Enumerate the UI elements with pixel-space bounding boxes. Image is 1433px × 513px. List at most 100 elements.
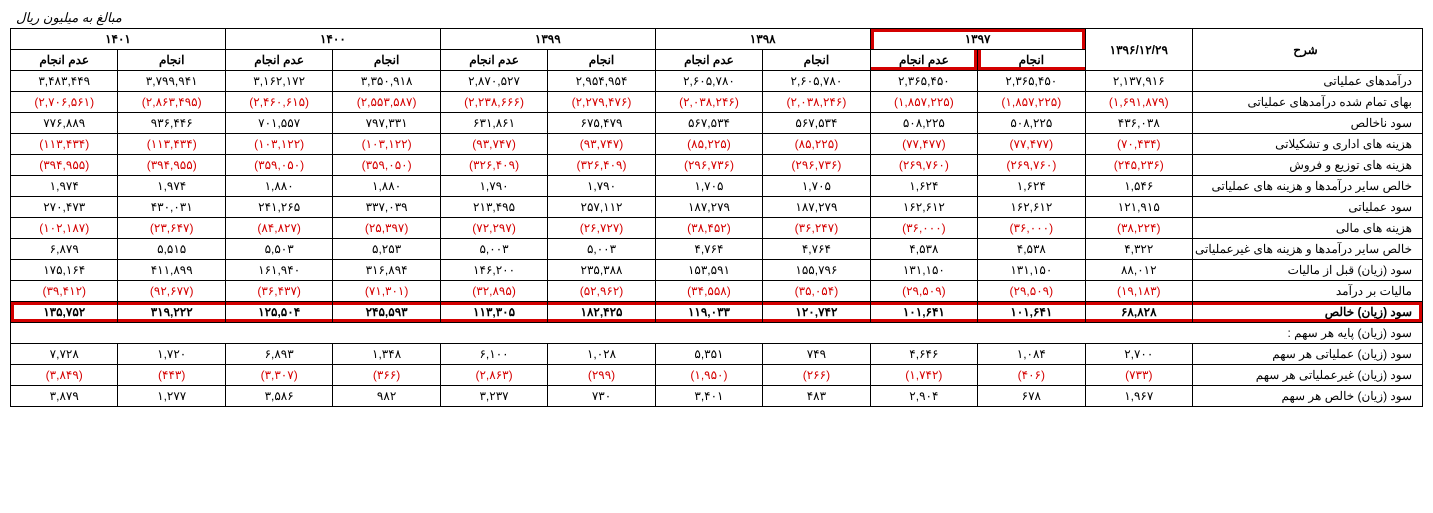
- table-row: سود (زیان) پایه هر سهم :: [11, 323, 1423, 344]
- cell-value: ۳,۲۳۷: [440, 386, 547, 407]
- cell-value: ۱۰۱,۶۴۱: [870, 302, 977, 323]
- cell-value: (۱,۷۴۲): [870, 365, 977, 386]
- col-not-done: عدم انجام: [11, 50, 118, 71]
- cell-value: (۷۲,۲۹۷): [440, 218, 547, 239]
- cell-value: ۵۶۷,۵۳۴: [763, 113, 870, 134]
- cell-value: ۲,۹۰۴: [870, 386, 977, 407]
- cell-value: ۵,۵۱۵: [118, 239, 225, 260]
- row-label: هزینه های مالی: [1193, 218, 1423, 239]
- cell-value: (۲,۰۳۸,۲۴۶): [763, 92, 870, 113]
- cell-value: ۱۸۲,۴۲۵: [548, 302, 655, 323]
- cell-value: (۳۵۹,۰۵۰): [333, 155, 440, 176]
- cell-value: ۱,۹۷۴: [118, 176, 225, 197]
- cell-value: (۲۹,۵۰۹): [978, 281, 1085, 302]
- row-label: هزینه های اداری و تشکیلاتی: [1193, 134, 1423, 155]
- cell-value: ۷۰۱,۵۵۷: [225, 113, 332, 134]
- col-done: انجام: [978, 50, 1085, 71]
- cell-value: ۲,۹۵۴,۹۵۴: [548, 71, 655, 92]
- row-label: درآمدهای عملیاتی: [1193, 71, 1423, 92]
- col-year: ۱۳۹۹: [440, 29, 655, 50]
- cell-value: ۱,۸۸۰: [333, 176, 440, 197]
- table-row: خالص سایر درآمدها و هزینه های عملیاتی۱,۵…: [11, 176, 1423, 197]
- cell-value: (۲۹۶,۷۳۶): [655, 155, 762, 176]
- col-done: انجام: [118, 50, 225, 71]
- cell-value: ۱۴۶,۲۰۰: [440, 260, 547, 281]
- col-done: انجام: [333, 50, 440, 71]
- cell-value: ۵,۲۵۳: [333, 239, 440, 260]
- cell-value: (۲,۸۶۳,۴۹۵): [118, 92, 225, 113]
- cell-base: ۴۳۶,۰۳۸: [1085, 113, 1192, 134]
- col-not-done: عدم انجام: [440, 50, 547, 71]
- cell-value: ۱۰۱,۶۴۱: [978, 302, 1085, 323]
- cell-value: (۲۳,۶۴۷): [118, 218, 225, 239]
- cell-value: ۱۵۵,۷۹۶: [763, 260, 870, 281]
- cell-value: (۴۰۶): [978, 365, 1085, 386]
- cell-value: (۳۹۴,۹۵۵): [118, 155, 225, 176]
- cell-value: ۱۶۱,۹۴۰: [225, 260, 332, 281]
- cell-value: (۲۶۹,۷۶۰): [978, 155, 1085, 176]
- cell-value: ۳۱۶,۸۹۴: [333, 260, 440, 281]
- cell-value: ۲۴۵,۵۹۳: [333, 302, 440, 323]
- cell-value: (۳,۸۴۹): [11, 365, 118, 386]
- cell-value: (۲۹,۵۰۹): [870, 281, 977, 302]
- cell-value: ۲۳۵,۳۸۸: [548, 260, 655, 281]
- cell-value: (۷۷,۴۷۷): [870, 134, 977, 155]
- cell-value: (۳۲۶,۴۰۹): [548, 155, 655, 176]
- col-year: ۱۴۰۰: [225, 29, 440, 50]
- row-label: سود (زیان) خالص هر سهم: [1193, 386, 1423, 407]
- cell-value: ۵۶۷,۵۳۴: [655, 113, 762, 134]
- cell-value: (۱,۹۵۰): [655, 365, 762, 386]
- cell-value: ۱۳۱,۱۵۰: [870, 260, 977, 281]
- cell-value: ۲,۶۰۵,۷۸۰: [763, 71, 870, 92]
- cell-value: ۳,۳۵۰,۹۱۸: [333, 71, 440, 92]
- cell-value: ۵۰۸,۲۲۵: [978, 113, 1085, 134]
- financial-table: شرح۱۳۹۶/۱۲/۲۹۱۳۹۷۱۳۹۸۱۳۹۹۱۴۰۰۱۴۰۱انجامعد…: [10, 28, 1423, 407]
- table-row: هزینه های مالی(۳۸,۲۲۴)(۳۶,۰۰۰)(۳۶,۰۰۰)(۳…: [11, 218, 1423, 239]
- cell-value: ۱,۲۷۷: [118, 386, 225, 407]
- cell-value: ۷۴۹: [763, 344, 870, 365]
- cell-value: (۳۸,۴۵۲): [655, 218, 762, 239]
- col-year: ۱۴۰۱: [11, 29, 226, 50]
- table-row: سود عملیاتی۱۲۱,۹۱۵۱۶۲,۶۱۲۱۶۲,۶۱۲۱۸۷,۲۷۹۱…: [11, 197, 1423, 218]
- cell-value: ۱۸۷,۲۷۹: [763, 197, 870, 218]
- cell-value: (۵۲,۹۶۲): [548, 281, 655, 302]
- cell-value: (۸۴,۸۲۷): [225, 218, 332, 239]
- cell-value: ۱۸۷,۲۷۹: [655, 197, 762, 218]
- table-row: هزینه های توزیع و فروش(۲۴۵,۲۳۶)(۲۶۹,۷۶۰)…: [11, 155, 1423, 176]
- col-done: انجام: [763, 50, 870, 71]
- cell-value: ۶۷۸: [978, 386, 1085, 407]
- row-label: سود (زیان) عملیاتی هر سهم: [1193, 344, 1423, 365]
- cell-value: (۳۹۴,۹۵۵): [11, 155, 118, 176]
- table-row: سود (زیان) عملیاتی هر سهم۲,۷۰۰۱,۰۸۴۴,۶۴۶…: [11, 344, 1423, 365]
- cell-value: ۲,۳۶۵,۴۵۰: [978, 71, 1085, 92]
- cell-base: (۷۳۳): [1085, 365, 1192, 386]
- row-label: سود (زیان) غیرعملیاتی هر سهم: [1193, 365, 1423, 386]
- cell-value: ۵,۰۰۳: [548, 239, 655, 260]
- row-label: بهای تمام شده درآمدهای عملیاتی: [1193, 92, 1423, 113]
- cell-value: (۲,۰۳۸,۲۴۶): [655, 92, 762, 113]
- cell-value: ۲۷۰,۴۷۳: [11, 197, 118, 218]
- cell-base: ۴,۳۲۲: [1085, 239, 1192, 260]
- cell-value: (۱۱۳,۴۳۴): [11, 134, 118, 155]
- col-description: شرح: [1193, 29, 1423, 71]
- table-row: سود (زیان) خالص۶۸,۸۲۸۱۰۱,۶۴۱۱۰۱,۶۴۱۱۲۰,۷…: [11, 302, 1423, 323]
- cell-base: ۲,۷۰۰: [1085, 344, 1192, 365]
- cell-value: ۲۴۱,۲۶۵: [225, 197, 332, 218]
- cell-value: (۳۹,۴۱۲): [11, 281, 118, 302]
- cell-base: ۲,۱۳۷,۹۱۶: [1085, 71, 1192, 92]
- cell-value: ۴,۵۳۸: [870, 239, 977, 260]
- cell-base: (۷۰,۴۳۴): [1085, 134, 1192, 155]
- cell-value: (۳۵۹,۰۵۰): [225, 155, 332, 176]
- cell-value: ۱,۳۴۸: [333, 344, 440, 365]
- cell-value: ۱۲۰,۷۴۲: [763, 302, 870, 323]
- cell-value: (۲۶۶): [763, 365, 870, 386]
- table-row: درآمدهای عملیاتی۲,۱۳۷,۹۱۶۲,۳۶۵,۴۵۰۲,۳۶۵,…: [11, 71, 1423, 92]
- cell-value: ۳۱۹,۲۲۲: [118, 302, 225, 323]
- cell-value: (۱۰۲,۱۸۷): [11, 218, 118, 239]
- unit-caption: مبالغ به میلیون ریال: [16, 10, 1423, 26]
- cell-base: ۸۸,۰۱۲: [1085, 260, 1192, 281]
- col-year: ۱۳۹۷: [870, 29, 1085, 50]
- cell-value: ۵,۳۵۱: [655, 344, 762, 365]
- cell-value: ۳,۱۶۲,۱۷۲: [225, 71, 332, 92]
- cell-value: ۳,۵۸۶: [225, 386, 332, 407]
